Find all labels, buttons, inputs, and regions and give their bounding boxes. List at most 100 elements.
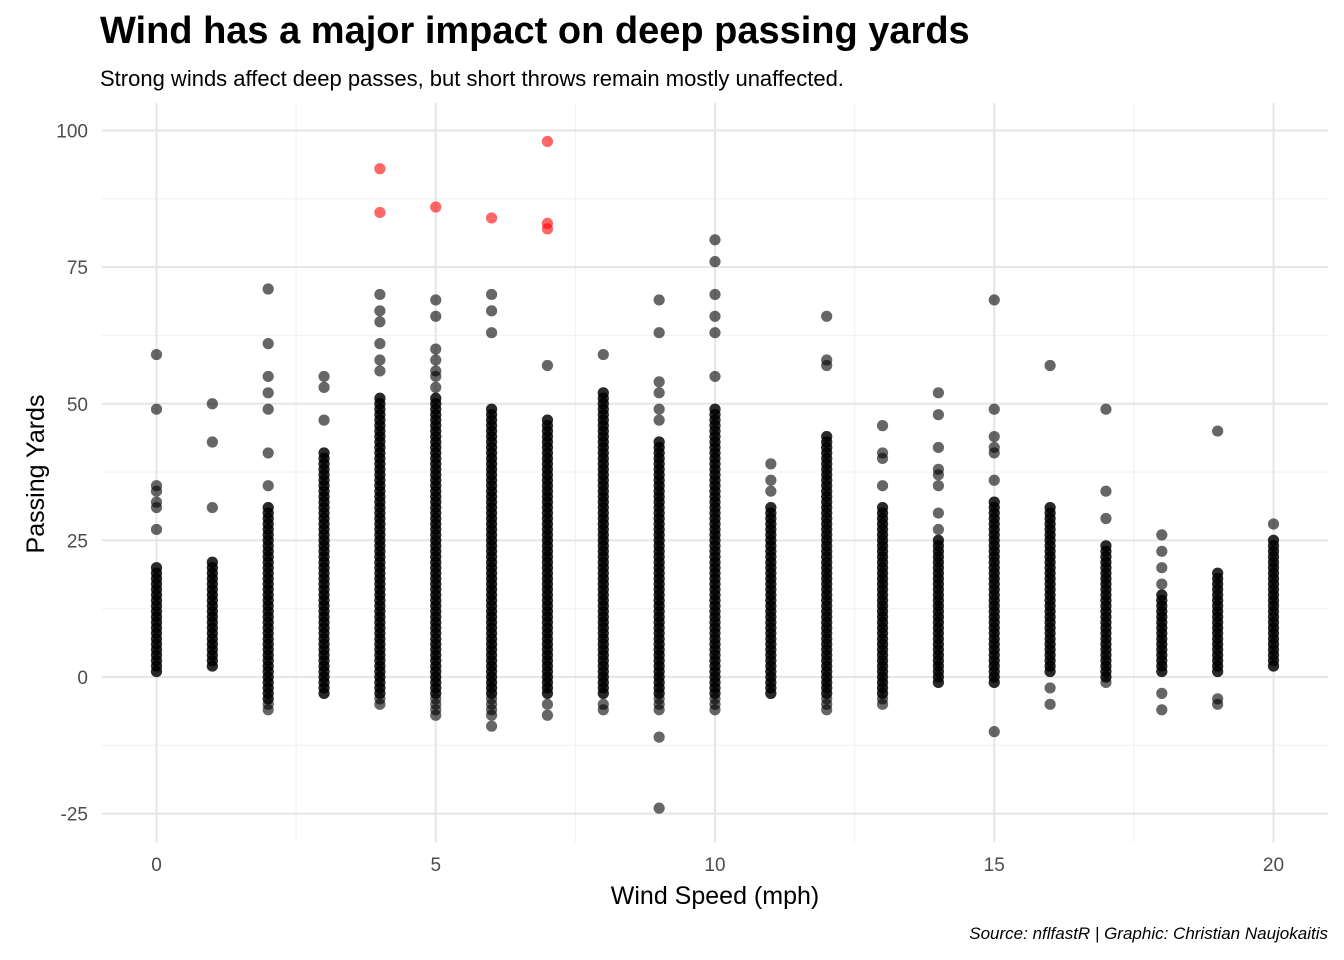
data-point — [932, 469, 945, 481]
data-point — [597, 348, 609, 361]
data-point — [876, 698, 889, 710]
data-point — [988, 726, 1000, 738]
x-axis-title: Wind Speed (mph) — [611, 882, 819, 910]
data-point — [597, 387, 609, 399]
data-point — [374, 316, 386, 328]
data-point — [1100, 676, 1112, 689]
data-point — [709, 310, 721, 322]
data-point — [318, 381, 330, 393]
data-point — [486, 709, 498, 721]
data-point — [988, 474, 1000, 486]
data-point — [486, 288, 498, 301]
data-point — [430, 310, 442, 322]
data-point — [653, 387, 665, 399]
y-tick-label: 50 — [67, 395, 88, 416]
data-point — [1100, 512, 1112, 525]
highlighted-points — [374, 135, 554, 235]
chart-subtitle: Strong winds affect deep passes, but sho… — [100, 66, 844, 91]
data-point — [1267, 534, 1280, 546]
data-point — [653, 704, 665, 716]
tick-labels: 0 5 10 15 20 -25 0 25 50 75 100 — [56, 122, 1284, 877]
data-point — [1100, 540, 1112, 552]
highlighted-data-point — [374, 163, 386, 175]
data-point — [709, 370, 721, 383]
data-point — [150, 403, 163, 415]
data-point — [486, 327, 498, 339]
data-point — [430, 370, 442, 383]
data-point — [1044, 682, 1056, 694]
data-point — [1267, 518, 1280, 530]
data-point — [1100, 485, 1112, 497]
data-point — [541, 414, 554, 426]
data-point — [765, 474, 777, 486]
y-axis-title: Passing Yards — [22, 395, 50, 554]
data-point — [653, 376, 665, 388]
x-tick-label: 20 — [1263, 855, 1284, 876]
data-point — [821, 430, 833, 443]
highlighted-data-point — [374, 206, 386, 219]
data-point — [876, 420, 889, 432]
data-point — [150, 501, 163, 514]
y-tick-label: 75 — [67, 258, 88, 279]
data-point — [262, 283, 274, 295]
data-point — [876, 501, 889, 514]
data-point — [988, 430, 1000, 443]
data-point — [765, 458, 777, 470]
data-point — [988, 447, 1000, 459]
data-point — [262, 501, 274, 514]
data-point — [374, 392, 386, 404]
data-point — [262, 370, 274, 383]
data-point — [1156, 578, 1168, 590]
data-point — [932, 523, 945, 536]
data-point — [430, 343, 442, 355]
data-point — [709, 704, 721, 716]
data-point — [262, 338, 274, 350]
data-point — [988, 496, 1000, 508]
data-point — [374, 698, 386, 710]
data-point — [1044, 501, 1056, 514]
data-point — [206, 556, 218, 568]
data-point — [374, 365, 386, 377]
x-tick-label: 10 — [704, 855, 725, 876]
data-point — [1156, 704, 1168, 716]
data-point — [653, 436, 665, 448]
chart-caption: Source: nflfastR | Graphic: Christian Na… — [969, 924, 1328, 943]
data-point — [1212, 567, 1224, 579]
data-point — [262, 704, 274, 716]
data-point — [876, 452, 889, 464]
data-point — [765, 501, 777, 514]
data-point — [597, 704, 609, 716]
data-point — [932, 507, 945, 519]
data-point — [318, 370, 330, 383]
data-point — [1156, 687, 1168, 699]
data-point — [262, 387, 274, 399]
data-point — [653, 403, 665, 415]
data-point — [1156, 529, 1168, 541]
x-tick-label: 0 — [151, 855, 162, 876]
data-point — [709, 288, 721, 301]
data-point — [150, 523, 163, 536]
data-point — [932, 387, 945, 399]
data-point — [765, 485, 777, 497]
data-point — [821, 359, 833, 372]
data-point — [430, 381, 442, 393]
data-point — [709, 256, 721, 268]
data-point — [932, 441, 945, 454]
data-point — [430, 294, 442, 306]
data-point — [653, 731, 665, 743]
data-point — [821, 310, 833, 322]
highlighted-data-point — [486, 212, 498, 224]
data-point — [318, 447, 330, 459]
highlighted-data-point — [541, 135, 554, 148]
data-point — [262, 480, 274, 492]
data-point — [430, 354, 442, 366]
data-point — [318, 414, 330, 426]
data-point — [932, 480, 945, 492]
data-point — [206, 398, 218, 410]
data-point — [653, 802, 665, 814]
y-tick-label: 25 — [67, 531, 88, 552]
data-point — [262, 403, 274, 415]
chart-title: Wind has a major impact on deep passing … — [100, 10, 970, 52]
data-point — [653, 294, 665, 306]
data-point — [486, 720, 498, 732]
